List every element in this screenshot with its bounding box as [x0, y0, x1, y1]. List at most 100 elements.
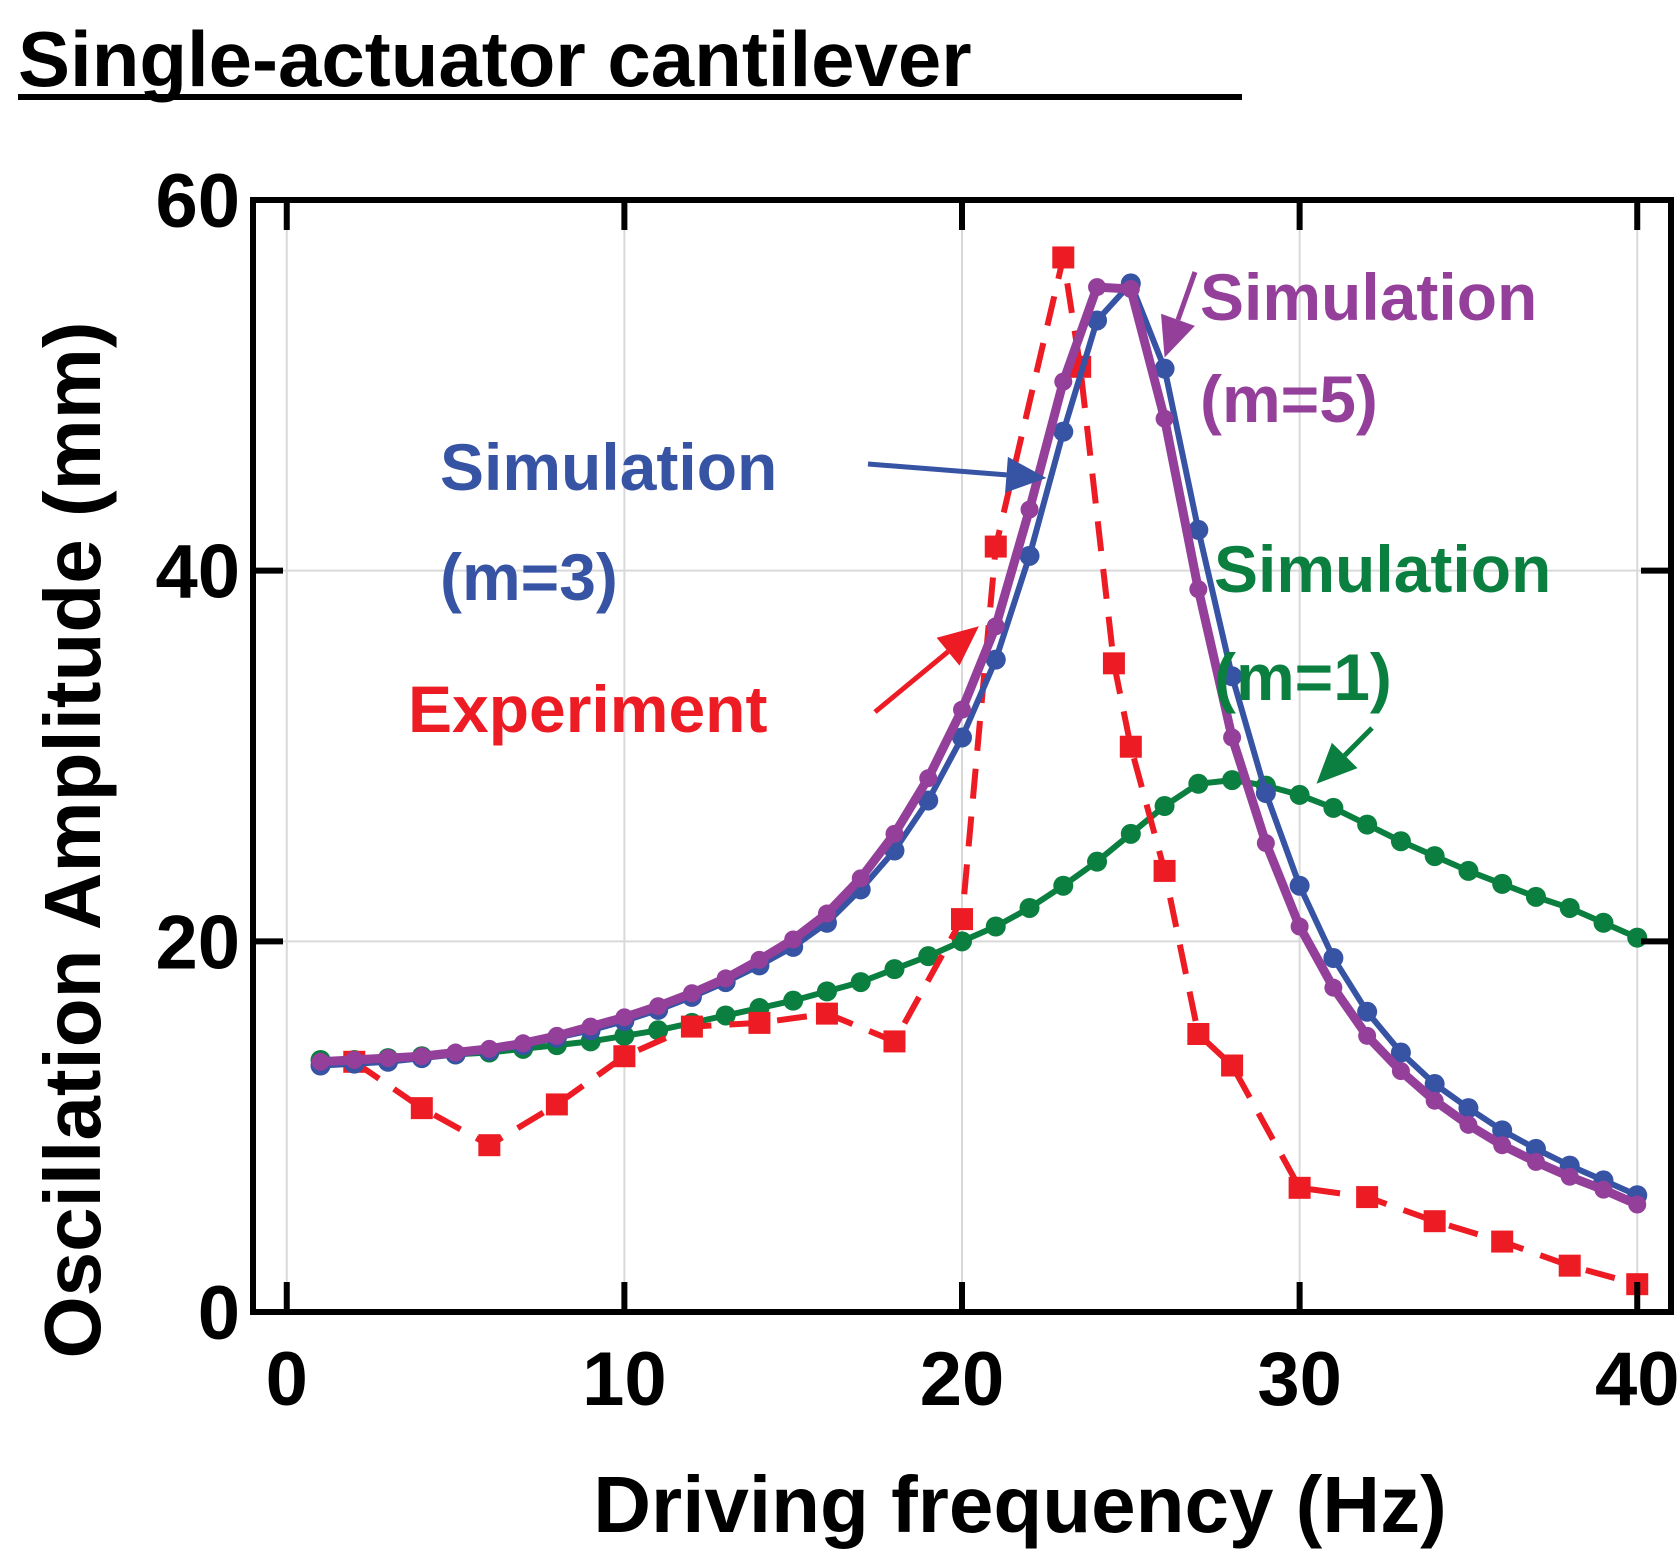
point-sim_m1-12 — [715, 1005, 736, 1026]
point-sim_m5-18 — [919, 769, 938, 788]
point-sim_m3-36 — [1525, 1138, 1546, 1159]
series-sim_m1 — [310, 770, 1648, 1070]
point-sim_m1-30 — [1323, 797, 1344, 818]
point-sim_m3-30 — [1323, 948, 1344, 969]
point-sim_m5-32 — [1391, 1062, 1410, 1081]
point-sim_m5-21 — [1020, 500, 1039, 519]
point-sim_m3-31 — [1357, 1001, 1378, 1022]
point-experiment-21 — [1491, 1230, 1514, 1253]
arrow-experiment — [873, 626, 979, 714]
point-sim_m5-19 — [953, 700, 971, 719]
point-sim_m1-24 — [1120, 823, 1141, 844]
annotation-sim-m5-line2: (m=5) — [1200, 362, 1378, 436]
x-tick-label-2: 20 — [920, 1337, 1005, 1422]
annotations: Simulation (m=5) Simulation (m=3) Simula… — [408, 260, 1551, 746]
point-sim_m1-29 — [1289, 784, 1310, 805]
gridlines — [253, 199, 1671, 1313]
annotation-sim-m1: Simulation (m=1) — [1214, 532, 1551, 714]
point-sim_m1-23 — [1087, 851, 1108, 872]
point-sim_m5-34 — [1459, 1115, 1478, 1134]
point-sim_m5-14 — [784, 930, 803, 949]
point-experiment-19 — [1356, 1186, 1379, 1209]
point-sim_m1-19 — [952, 931, 972, 952]
point-experiment-1 — [410, 1097, 433, 1120]
point-sim_m1-34 — [1458, 860, 1479, 881]
point-sim_m3-28 — [1255, 783, 1276, 804]
arrow-sim-m1 — [1316, 726, 1374, 784]
point-sim_m5-29 — [1290, 917, 1309, 936]
point-sim_m5-37 — [1560, 1167, 1579, 1186]
point-experiment-9 — [951, 908, 973, 931]
point-experiment-10 — [984, 535, 1007, 558]
arrow-sim-m3-head — [1005, 456, 1047, 493]
annotation-experiment: Experiment — [408, 672, 767, 746]
annotation-sim-m5: Simulation (m=5) — [1200, 260, 1537, 436]
point-sim_m1-37 — [1559, 897, 1580, 918]
annotation-sim-m3: Simulation (m=3) — [440, 430, 777, 614]
point-sim_m1-35 — [1492, 873, 1513, 894]
point-sim_m5-24 — [1121, 279, 1140, 298]
point-sim_m1-17 — [884, 959, 905, 980]
point-experiment-17 — [1221, 1054, 1244, 1077]
point-sim_m3-27 — [1222, 666, 1243, 687]
annotation-sim-m3-line1: Simulation — [440, 430, 777, 504]
point-experiment-22 — [1558, 1254, 1581, 1277]
point-sim_m1-26 — [1188, 773, 1209, 794]
point-sim_m5-1 — [345, 1050, 364, 1069]
point-experiment-13 — [1102, 652, 1125, 675]
point-sim_m5-0 — [311, 1052, 330, 1071]
series-sim_m5 — [311, 278, 1647, 1214]
annotation-sim-m5-line1: Simulation — [1200, 260, 1537, 334]
point-sim_m1-16 — [850, 972, 871, 993]
point-sim_m5-25 — [1155, 409, 1174, 428]
point-sim_m5-3 — [412, 1047, 431, 1066]
point-sim_m3-29 — [1289, 875, 1310, 896]
annotation-sim-m1-line2: (m=1) — [1214, 640, 1392, 714]
x-axis-label: Driving frequency (Hz) — [593, 1460, 1446, 1549]
y-tick-label-3: 60 — [155, 159, 240, 244]
point-sim_m3-32 — [1390, 1042, 1411, 1063]
point-experiment-8 — [883, 1030, 906, 1053]
point-experiment-11 — [1052, 246, 1075, 269]
point-experiment-16 — [1187, 1023, 1210, 1045]
x-tick-label-1: 10 — [582, 1337, 667, 1422]
point-sim_m5-31 — [1358, 1026, 1377, 1045]
arrow-sim-m5 — [1161, 271, 1198, 358]
point-sim_m5-4 — [446, 1043, 465, 1062]
point-sim_m3-34 — [1458, 1098, 1479, 1119]
point-sim_m1-25 — [1154, 796, 1175, 817]
x-tick-label-0: 0 — [266, 1337, 308, 1422]
series-line-experiment — [352, 254, 1638, 1288]
point-sim_m5-5 — [480, 1039, 499, 1058]
point-sim_m1-27 — [1222, 770, 1243, 791]
point-sim_m5-39 — [1628, 1195, 1647, 1214]
point-experiment-7 — [815, 1002, 838, 1025]
point-sim_m5-9 — [615, 1008, 634, 1027]
series-line-sim_m5 — [316, 282, 1642, 1209]
point-sim_m5-22 — [1054, 372, 1073, 391]
y-tick-label-2: 40 — [155, 530, 240, 615]
arrow-sim-m3 — [867, 456, 1047, 493]
annotation-sim-m1-line1: Simulation — [1214, 532, 1551, 606]
tick-labels: 0 10 20 30 40 0 20 40 60 — [155, 159, 1679, 1422]
point-sim_m3-18 — [918, 790, 939, 811]
point-sim_m3-33 — [1424, 1074, 1445, 1095]
point-sim_m5-15 — [817, 904, 836, 923]
point-experiment-20 — [1423, 1210, 1446, 1233]
point-sim_m3-22 — [1053, 421, 1074, 442]
arrow-experiment-shaft — [873, 649, 950, 714]
point-sim_m5-6 — [514, 1034, 533, 1053]
point-sim_m3-26 — [1188, 519, 1209, 540]
point-sim_m3-21 — [1019, 545, 1040, 566]
point-sim_m5-36 — [1526, 1152, 1545, 1171]
y-tick-label-1: 20 — [155, 900, 240, 985]
point-sim_m1-14 — [783, 990, 804, 1011]
arrow-sim-m1-shaft — [1342, 726, 1374, 758]
arrow-sim-m5-head — [1161, 313, 1195, 358]
point-sim_m5-17 — [885, 824, 904, 843]
point-sim_m5-35 — [1493, 1136, 1512, 1155]
point-sim_m5-13 — [750, 950, 769, 969]
point-sim_m1-10 — [648, 1020, 669, 1041]
arrow-sim-m5-shaft — [1175, 271, 1198, 321]
point-sim_m5-2 — [379, 1049, 398, 1068]
